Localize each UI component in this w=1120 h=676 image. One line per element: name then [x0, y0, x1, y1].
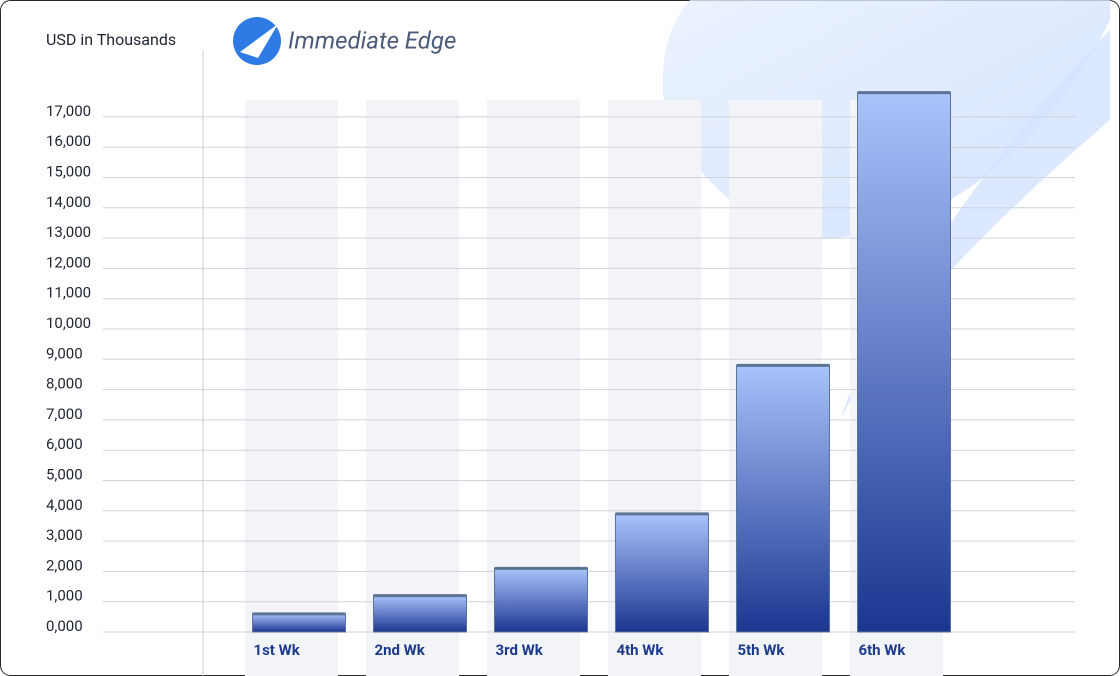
bar [494, 567, 588, 633]
bar [615, 513, 709, 633]
y-tick-label: 7,000 [46, 405, 83, 423]
y-tick-label: 9,000 [46, 344, 83, 362]
x-tick-label: 1st Wk [254, 641, 301, 659]
y-tick-label: 1,000 [46, 587, 83, 605]
y-tick-label: 4,000 [46, 496, 83, 514]
column-band [245, 100, 338, 676]
bar [373, 595, 467, 633]
y-tick-label: 0,000 [46, 617, 83, 635]
y-axis-title: USD in Thousands [46, 30, 176, 49]
x-tick-label: 5th Wk [738, 641, 786, 659]
y-tick-label: 8,000 [46, 375, 83, 393]
x-tick-label: 3rd Wk [496, 641, 544, 659]
y-tick-label: 17,000 [46, 102, 91, 120]
x-tick-label: 4th Wk [617, 641, 665, 659]
y-tick-label: 2,000 [46, 556, 83, 574]
y-tick-label: 12,000 [46, 253, 91, 271]
logo-icon-shape [240, 24, 278, 58]
logo-text: Immediate Edge [288, 26, 456, 54]
y-tick-label: 5,000 [46, 465, 83, 483]
y-tick-label: 16,000 [46, 132, 91, 150]
y-tick-label: 6,000 [46, 435, 83, 453]
y-tick-label: 3,000 [46, 526, 83, 544]
x-tick-label: 2nd Wk [375, 641, 426, 659]
logo: Immediate Edge [233, 17, 456, 65]
y-tick-label: 15,000 [46, 162, 91, 180]
bar [252, 613, 346, 633]
background-shape [840, 30, 1110, 420]
bar [736, 364, 830, 633]
y-tick-label: 13,000 [46, 223, 91, 241]
y-tick-label: 14,000 [46, 193, 91, 211]
x-tick-label: 6th Wk [859, 641, 907, 659]
y-tick-label: 10,000 [46, 314, 91, 332]
y-tick-label: 11,000 [46, 284, 91, 302]
column-band [366, 100, 459, 676]
bar [857, 92, 951, 633]
